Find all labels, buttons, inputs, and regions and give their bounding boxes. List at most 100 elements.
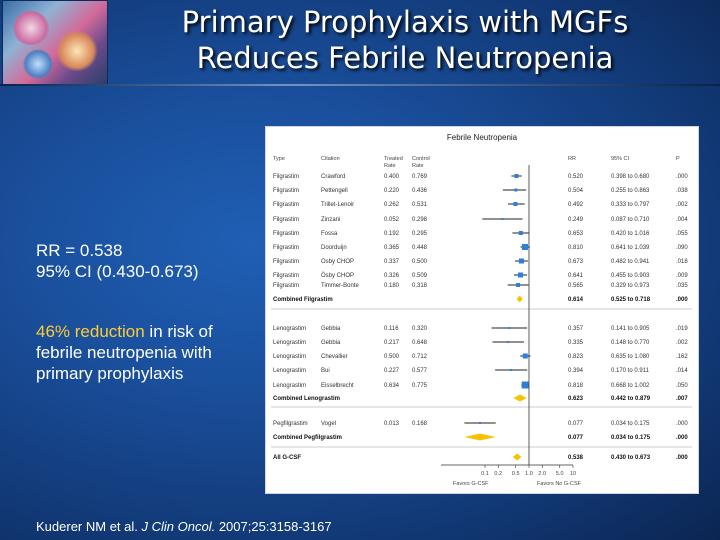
x-tick-label: 5.0 [556,471,564,477]
treated-rate: 0.262 [384,202,400,208]
study-type: Pegfilgrastim [273,421,308,427]
study-type: Filgrastim [273,259,299,265]
study-citation: Doorduijn [321,245,347,251]
p-value: .038 [676,188,688,194]
study-citation: Crawford [321,174,345,180]
x-tick-label: 0.1 [481,471,489,477]
study-type: Filgrastim [273,217,299,223]
column-header: Treated [384,156,403,162]
treated-rate: 0.227 [384,368,400,374]
title-line-1: Primary Prophylaxis with MGFs [181,5,629,39]
rr-value: 0.565 [568,283,584,289]
rr-value: 0.357 [568,326,584,332]
pooled-estimate-diamond [513,394,527,402]
control-rate: 0.769 [412,174,428,180]
p-value: .007 [676,396,688,402]
study-type: Lenograstim [273,383,306,389]
ci-value: 0.635 to 1.080 [611,354,650,360]
control-rate: 0.436 [412,188,428,194]
p-value: .090 [676,245,688,251]
title-divider [0,84,720,86]
rr-value: 0.520 [568,174,584,180]
rr-value: 0.077 [568,421,584,427]
study-citation: Gebbia [321,340,341,346]
control-rate: 0.168 [412,421,428,427]
p-value: .162 [676,354,688,360]
citation: Kuderer NM et al. J Clin Oncol. 2007;25:… [36,519,332,534]
rr-value: 0.818 [568,383,584,389]
summary-stats: RR = 0.538 95% CI (0.430-0.673) [36,240,199,282]
ci-value: 0.034 to 0.175 [611,421,650,427]
forest-plot-panel: Febrile Neutropenia Type Citation Treated Ra… [265,126,699,494]
column-header: Control [412,156,430,162]
combined-label: Combined Pegfilgrastim [273,435,342,441]
control-rate: 0.712 [412,354,428,360]
column-header: Rate [384,163,396,169]
rr-value: 0.810 [568,245,584,251]
p-value: .019 [676,326,688,332]
rr-value: 0.492 [568,202,584,208]
title-line-2: Reduces Febrile Neutropenia [196,41,614,75]
ci-value: 0.087 to 0.710 [611,217,650,223]
column-header: Rate [412,163,424,169]
study-estimate-marker [522,353,528,359]
control-rate: 0.577 [412,368,428,374]
rr-value: 0.538 [568,455,584,461]
study-estimate-marker [501,218,504,220]
control-rate: 0.648 [412,340,428,346]
control-rate: 0.295 [412,231,428,237]
combined-label: All G-CSF [273,455,301,461]
p-value: .009 [676,273,688,279]
study-estimate-marker [518,272,524,278]
study-citation: Eisselbrecht [321,383,354,389]
study-type: Lenograstim [273,368,306,374]
p-value: .004 [676,217,688,223]
favors-left-label: Favors G-CSF [453,481,489,487]
p-value: .002 [676,340,688,346]
study-type: Lenograstim [273,354,306,360]
study-type: Filgrastim [273,283,299,289]
control-rate: 0.320 [412,326,428,332]
p-value: .035 [676,283,688,289]
rr-value: 0.077 [568,435,584,441]
rr-value: 0.249 [568,217,584,223]
citation-details: 2007;25:3158-3167 [215,519,332,534]
study-citation: Osby CHOP [321,259,354,265]
treated-rate: 0.013 [384,421,400,427]
treated-rate: 0.634 [384,383,400,389]
ci-value: 0.148 to 0.770 [611,340,650,346]
control-rate: 0.531 [412,202,428,208]
study-estimate-marker [510,369,513,371]
ci-value: 0.034 to 0.175 [611,435,651,441]
ci-value: 0.398 to 0.680 [611,174,650,180]
rr-value: 0.394 [568,368,584,374]
control-rate: 0.500 [412,259,428,265]
p-value: .055 [676,231,688,237]
ci-value: 0.668 to 1.002 [611,383,650,389]
treated-rate: 0.052 [384,217,400,223]
study-type: Filgrastim [273,202,299,208]
x-tick-label: 1.0 [525,471,533,477]
slide-title: Primary Prophylaxis with MGFs Reduces Fe… [110,4,700,76]
study-citation: Fossa [321,231,338,237]
x-tick-label: 0.2 [494,471,502,477]
p-value: .018 [676,259,688,265]
combined-label: Combined Lenograstim [273,396,340,402]
pooled-estimate-diamond [516,295,523,303]
citation-journal: J Clin Oncol. [141,519,216,534]
reduction-highlight: 46% reduction [36,322,145,341]
treated-rate: 0.192 [384,231,400,237]
study-citation: Timmer-Bonte [321,283,359,289]
study-estimate-marker [514,188,518,192]
study-citation: Trillet-Lenoir [321,202,354,208]
column-header: Type [273,156,285,162]
study-citation: Chevallier [321,354,348,360]
rr-value: 0.614 [568,297,584,303]
study-estimate-marker [518,258,524,264]
pooled-estimate-diamond [464,433,496,441]
study-estimate-marker [479,422,482,424]
p-value: .000 [676,174,688,180]
study-citation: Ösby CHOP [321,272,354,279]
slide-logo-image [2,0,108,86]
favors-right-label: Favors No G-CSF [537,481,582,487]
